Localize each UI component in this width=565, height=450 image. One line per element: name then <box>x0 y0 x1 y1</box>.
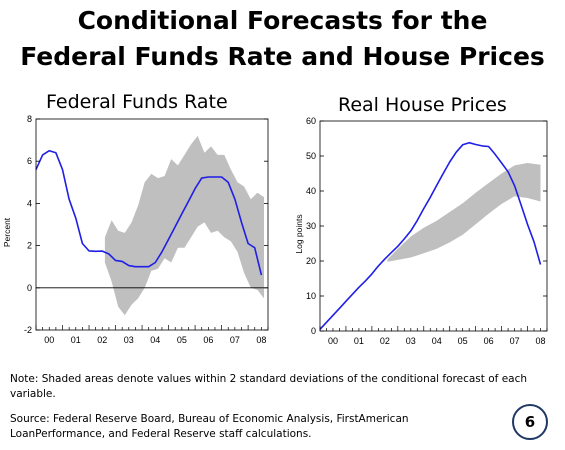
hp-x-tick-label: 01 <box>354 336 364 346</box>
ff-x-tick-label: 04 <box>150 335 160 345</box>
ff-x-tick-label: 08 <box>256 335 266 345</box>
ff-series-line-0 <box>35 149 263 276</box>
ff-plot-frame <box>35 118 269 331</box>
page-number-badge: 6 <box>512 404 548 440</box>
hp-x-tick-label: 05 <box>458 336 468 346</box>
hp-x-tick-label: 02 <box>380 336 390 346</box>
hp-x-tick-label: 04 <box>432 336 442 346</box>
hp-y-tick-label: 20 <box>306 256 316 266</box>
ff-y-tick-label: 8 <box>27 114 32 124</box>
hp-chart: 0 10 20 30 40 50 60 00 01 02 03 04 05 06 07 08 Log point… <box>294 116 548 346</box>
slide-title-line-2: Federal Funds Rate and House Prices <box>20 42 545 71</box>
ff-x-tick-label: 07 <box>230 335 240 345</box>
ff-x-tick-label: 05 <box>177 335 187 345</box>
hp-y-tick-label: 50 <box>306 151 316 161</box>
hp-y-tick-label: 60 <box>306 116 316 126</box>
house-prices-chart-title: Real House Prices <box>338 94 507 116</box>
fed-funds-chart-title: Federal Funds Rate <box>46 91 228 113</box>
hp-y-tick-label: 30 <box>306 221 316 231</box>
hp-y-tick-label: 10 <box>306 291 316 301</box>
hp-y-axis-label: Log points <box>294 214 304 253</box>
hp-y-tick-label: 40 <box>306 186 316 196</box>
hp-x-tick-label: 07 <box>510 336 520 346</box>
ff-y-axis-label: Percent <box>2 217 12 247</box>
ff-y-tick-label: 0 <box>27 283 32 293</box>
ff-x-tick-label: 06 <box>203 335 213 345</box>
ff-y-tick-label: 4 <box>27 198 32 208</box>
hp-series-line-0 <box>319 141 542 330</box>
hp-confidence-band <box>387 163 541 262</box>
note-text: Note: Shaded areas denote values within … <box>10 373 528 400</box>
hp-x-tick-label: 00 <box>328 336 338 346</box>
ff-y-tick-label: 6 <box>27 156 32 166</box>
slide-title-line-1: Conditional Forecasts for the <box>77 6 488 35</box>
ff-x-tick-label: 03 <box>124 335 134 345</box>
source-text: Source: Federal Reserve Board, Bureau of… <box>10 413 409 440</box>
ff-x-tick-label: 02 <box>97 335 107 345</box>
hp-x-tick-label: 08 <box>536 336 546 346</box>
hp-x-tick-label: 06 <box>484 336 494 346</box>
hp-x-tick-label: 03 <box>406 336 416 346</box>
ff-confidence-band <box>104 135 265 316</box>
ff-x-tick-label: 01 <box>71 335 81 345</box>
ff-x-tick-label: 00 <box>44 335 54 345</box>
ff-y-tick-label: 2 <box>27 241 32 251</box>
hp-y-tick-label: 0 <box>311 326 316 336</box>
ff-y-tick-label: -2 <box>24 325 32 335</box>
